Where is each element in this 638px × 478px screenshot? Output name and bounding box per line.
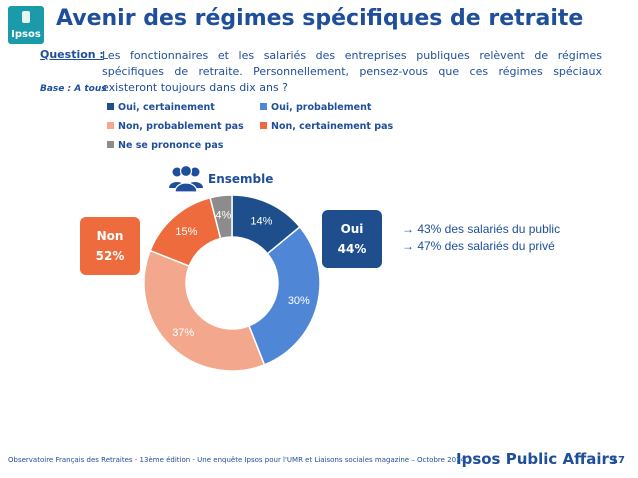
annotation-public: → 43% des salariés du public: [402, 222, 561, 236]
slice-label: 30%: [288, 295, 310, 307]
page-title: Avenir des régimes spécifiques de retrai…: [56, 6, 584, 31]
legend-label: Ne se prononce pas: [118, 140, 224, 151]
donut-slice: [143, 249, 266, 372]
donut-slice: [247, 225, 321, 366]
legend-label: Non, probablement pas: [118, 121, 244, 132]
question-label: Question :: [40, 48, 104, 61]
slice-label: 14%: [250, 216, 272, 228]
legend-item: Non, certainement pas: [260, 121, 393, 132]
legend-item: Oui, certainement: [107, 102, 215, 113]
people-group-icon: [169, 164, 203, 193]
oui-total-callout: Oui 44%: [322, 210, 382, 268]
legend-item: Oui, probablement: [260, 102, 371, 113]
legend-label: Oui, probablement: [271, 102, 372, 113]
non-total-label: Non: [96, 229, 124, 243]
logo-mark-icon: [22, 11, 30, 23]
oui-total-value: 44%: [337, 242, 367, 256]
annotation-prive: → 47% des salariés du privé: [402, 239, 555, 253]
legend-item: Ne se prononce pas: [107, 140, 223, 151]
page-number: 17: [611, 455, 625, 466]
ipsos-logo: Ipsos: [8, 6, 44, 44]
slice-label: 15%: [175, 226, 197, 238]
slice-label: 37%: [172, 327, 194, 339]
legend-swatch: [107, 122, 114, 129]
non-total-value: 52%: [95, 249, 125, 263]
legend-swatch: [260, 122, 267, 129]
legend-swatch: [107, 103, 114, 110]
non-total-callout: Non 52%: [80, 217, 140, 275]
legend-label: Oui, certainement: [118, 102, 215, 113]
legend-label: Non, certainement pas: [271, 121, 394, 132]
legend-swatch: [107, 141, 114, 148]
question-text: Les fonctionnaires et les salariés des e…: [102, 49, 602, 94]
slice-label: 4%: [215, 210, 231, 222]
legend-item: Non, probablement pas: [107, 121, 244, 132]
logo-text: Ipsos: [11, 29, 41, 40]
oui-total-label: Oui: [340, 222, 364, 236]
base-note: Base : A tous: [40, 84, 107, 94]
legend-swatch: [260, 103, 267, 110]
donut-slice: [209, 194, 233, 240]
footer-source: Observatoire Français des Retraites - 13…: [8, 456, 465, 464]
chart-title: Ensemble: [208, 172, 274, 186]
footer-brand: Ipsos Public Affairs: [456, 450, 618, 468]
